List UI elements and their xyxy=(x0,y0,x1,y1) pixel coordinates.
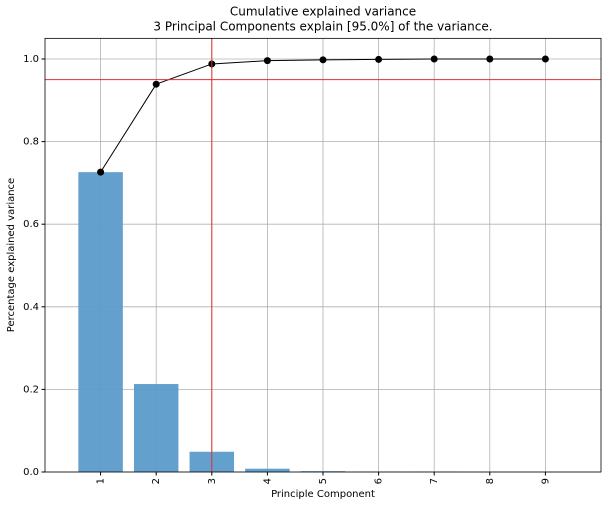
x-tick-label: 5 xyxy=(318,478,329,484)
bar xyxy=(78,172,123,473)
point xyxy=(97,168,105,176)
point xyxy=(375,55,383,63)
y-tick-label: 0.2 xyxy=(23,384,39,395)
x-tick-label: 6 xyxy=(374,478,385,484)
bar xyxy=(133,384,179,472)
x-tick-label: 4 xyxy=(262,478,273,484)
point xyxy=(319,56,327,64)
point xyxy=(430,55,438,63)
chart-subtitle: 3 Principal Components explain [95.0%] o… xyxy=(153,20,492,34)
y-tick-label: 1.0 xyxy=(23,54,39,65)
y-tick-label: 0.8 xyxy=(23,137,39,148)
y-tick-label: 0.6 xyxy=(23,219,39,230)
x-axis-label: Principle Component xyxy=(271,489,375,500)
x-tick-label: 1 xyxy=(96,478,107,484)
bar xyxy=(245,468,290,472)
x-tick-label: 9 xyxy=(540,478,551,484)
point xyxy=(152,80,160,88)
point xyxy=(541,55,549,63)
y-axis-label: Percentage explained variance xyxy=(6,178,17,332)
y-tick-label: 0.4 xyxy=(23,302,39,313)
point xyxy=(486,55,494,63)
point xyxy=(263,57,271,65)
chart-title: Cumulative explained variance xyxy=(230,5,416,19)
x-tick-label: 3 xyxy=(207,478,218,484)
y-tick-label: 0.0 xyxy=(23,467,39,478)
x-tick-label: 8 xyxy=(485,478,496,484)
bar xyxy=(300,471,346,472)
plot-frame xyxy=(44,37,602,473)
x-tick-label: 2 xyxy=(151,478,162,484)
x-tick-label: 7 xyxy=(429,478,440,484)
